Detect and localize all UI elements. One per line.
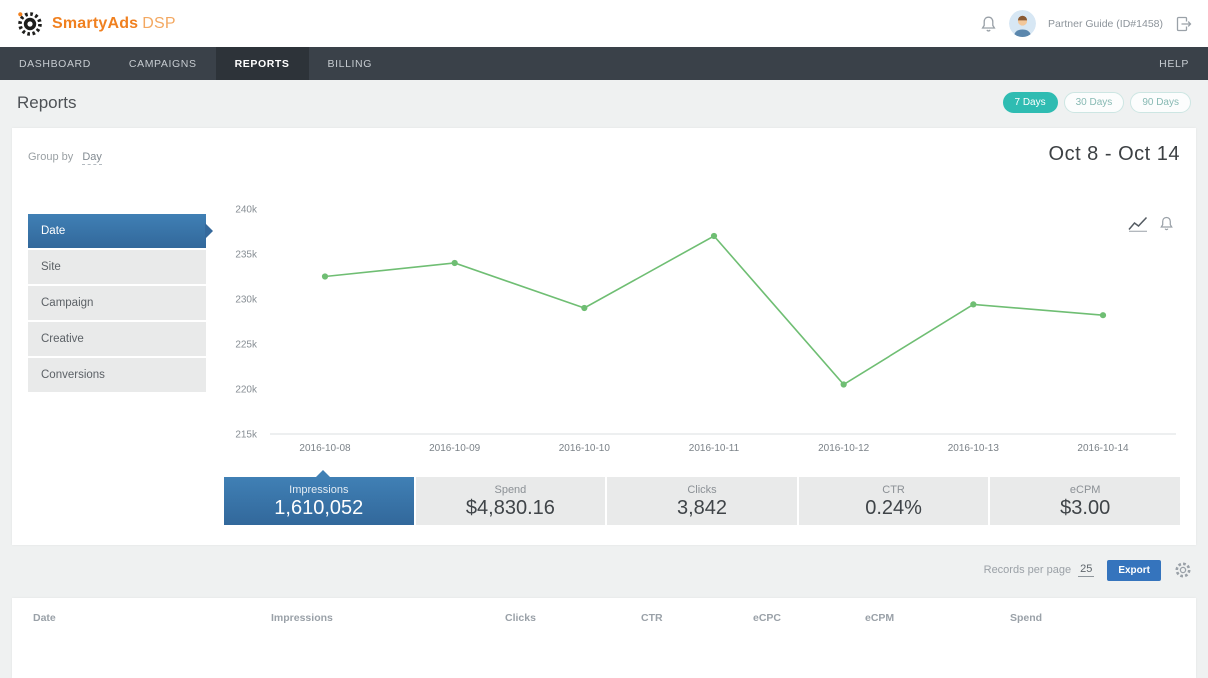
sidebar-item-conversions[interactable]: Conversions (28, 358, 206, 392)
sidebar-item-campaign[interactable]: Campaign (28, 286, 206, 320)
sidebar-item-date[interactable]: Date (28, 214, 213, 248)
sidebar-item-creative[interactable]: Creative (28, 322, 206, 356)
col-ctr: CTR (641, 612, 663, 624)
metric-tab-spend[interactable]: Spend $4,830.16 (415, 477, 606, 525)
table-header-row: Date Impressions Clicks CTR eCPC eCPM Sp… (12, 598, 1196, 634)
chart-icons (1128, 215, 1174, 232)
col-ecpm: eCPM (865, 612, 895, 624)
col-date: Date (33, 612, 56, 624)
notifications-bell-icon[interactable] (980, 15, 997, 33)
svg-text:2016-10-12: 2016-10-12 (818, 443, 870, 454)
smartyads-logo-icon (16, 10, 43, 37)
export-button[interactable]: Export (1107, 559, 1161, 581)
metric-tabs: Impressions 1,610,052 Spend $4,830.16 Cl… (224, 470, 1180, 525)
report-table: Date Impressions Clicks CTR eCPC eCPM Sp… (12, 598, 1196, 678)
col-clicks: Clicks (505, 612, 536, 624)
pill-7-days[interactable]: 7 Days (1002, 92, 1058, 113)
svg-text:2016-10-13: 2016-10-13 (948, 443, 1000, 454)
metric-value: 0.24% (865, 497, 922, 519)
card-head: Group by Day Oct 8 - Oct 14 (28, 143, 1180, 169)
pill-30-days[interactable]: 30 Days (1063, 92, 1125, 113)
card-body: Date Site Campaign Creative Conversions (28, 199, 1180, 525)
date-range-text: Oct 8 - Oct 14 (1048, 143, 1180, 165)
col-impressions: Impressions (271, 612, 333, 624)
metric-tab-ctr[interactable]: CTR 0.24% (798, 477, 989, 525)
col-ecpc: eCPC (753, 612, 782, 624)
group-by: Group by Day (28, 151, 102, 165)
metric-tab-impressions[interactable]: Impressions 1,610,052 (224, 470, 414, 525)
nav-billing[interactable]: BILLING (327, 57, 372, 70)
svg-text:2016-10-14: 2016-10-14 (1077, 443, 1129, 454)
svg-text:240k: 240k (235, 205, 258, 216)
date-range-pills: 7 Days 30 Days 90 Days (1002, 92, 1191, 113)
nav-help[interactable]: HELP (1159, 57, 1189, 70)
group-by-select[interactable]: Day (82, 151, 102, 165)
logout-icon[interactable] (1175, 16, 1192, 32)
pill-90-days[interactable]: 90 Days (1130, 92, 1191, 113)
avatar[interactable] (1009, 10, 1037, 37)
svg-text:2016-10-10: 2016-10-10 (559, 443, 611, 454)
brand-text: SmartyAds DSP (52, 15, 176, 33)
records-per-page-label: Records per page (983, 564, 1072, 576)
user-menu[interactable]: Partner Guide (ID#1458) (1048, 17, 1163, 30)
brand-suffix: DSP (142, 14, 176, 32)
brand-name: SmartyAds (52, 14, 139, 32)
metric-value: 3,842 (676, 497, 728, 519)
metric-tab-clicks[interactable]: Clicks 3,842 (607, 477, 797, 525)
main-nav: DASHBOARD CAMPAIGNS REPORTS BILLING HELP (0, 47, 1208, 80)
chart-bell-icon[interactable] (1159, 215, 1174, 232)
records-per-page-select[interactable]: 25 (1078, 563, 1095, 577)
nav-campaigns[interactable]: CAMPAIGNS (128, 57, 197, 70)
metric-value: 1,610,052 (274, 497, 364, 519)
metric-tab-ecpm[interactable]: eCPM $3.00 (990, 477, 1180, 525)
report-card: Group by Day Oct 8 - Oct 14 Date Site Ca… (12, 128, 1196, 545)
metric-label: Impressions (289, 484, 349, 496)
svg-text:225k: 225k (235, 340, 258, 351)
line-chart-icon[interactable] (1128, 216, 1148, 232)
group-by-label: Group by (28, 151, 74, 163)
chart-column: 240k 235k 230k 225k 220k 215k 2016-10-08 2016-1… (224, 199, 1180, 525)
sidebar-item-site[interactable]: Site (28, 250, 206, 284)
metric-label: Spend (494, 484, 527, 496)
records-row: Records per page 25 Export (16, 558, 1192, 582)
svg-text:2016-10-09: 2016-10-09 (429, 443, 481, 454)
page-head: Reports 7 Days 30 Days 90 Days (0, 80, 1208, 125)
col-spend: Spend (1010, 612, 1043, 624)
metric-label: eCPM (1069, 484, 1101, 496)
topbar: SmartyAds DSP Partner Guide (ID#1458) (0, 0, 1208, 47)
table-settings-gear-icon[interactable] (1174, 561, 1192, 579)
svg-text:2016-10-08: 2016-10-08 (299, 443, 351, 454)
brand: SmartyAds DSP (16, 10, 176, 37)
topbar-right: Partner Guide (ID#1458) (980, 10, 1192, 37)
metric-label: CTR (882, 484, 905, 496)
nav-dashboard[interactable]: DASHBOARD (19, 57, 91, 70)
svg-text:230k: 230k (235, 295, 258, 306)
svg-text:2016-10-11: 2016-10-11 (689, 443, 740, 454)
svg-text:235k: 235k (235, 250, 258, 261)
impressions-line-chart: 240k 235k 230k 225k 220k 215k 2016-10-08 2016-1… (235, 205, 1176, 454)
svg-text:220k: 220k (235, 385, 258, 396)
svg-text:215k: 215k (235, 430, 258, 441)
metric-value: $4,830.16 (465, 497, 555, 519)
metric-value: $3.00 (1060, 497, 1111, 519)
page-title: Reports (17, 92, 77, 112)
nav-reports[interactable]: REPORTS (215, 47, 309, 80)
dimension-list: Date Site Campaign Creative Conversions (28, 214, 213, 525)
metric-label: Clicks (687, 484, 717, 496)
